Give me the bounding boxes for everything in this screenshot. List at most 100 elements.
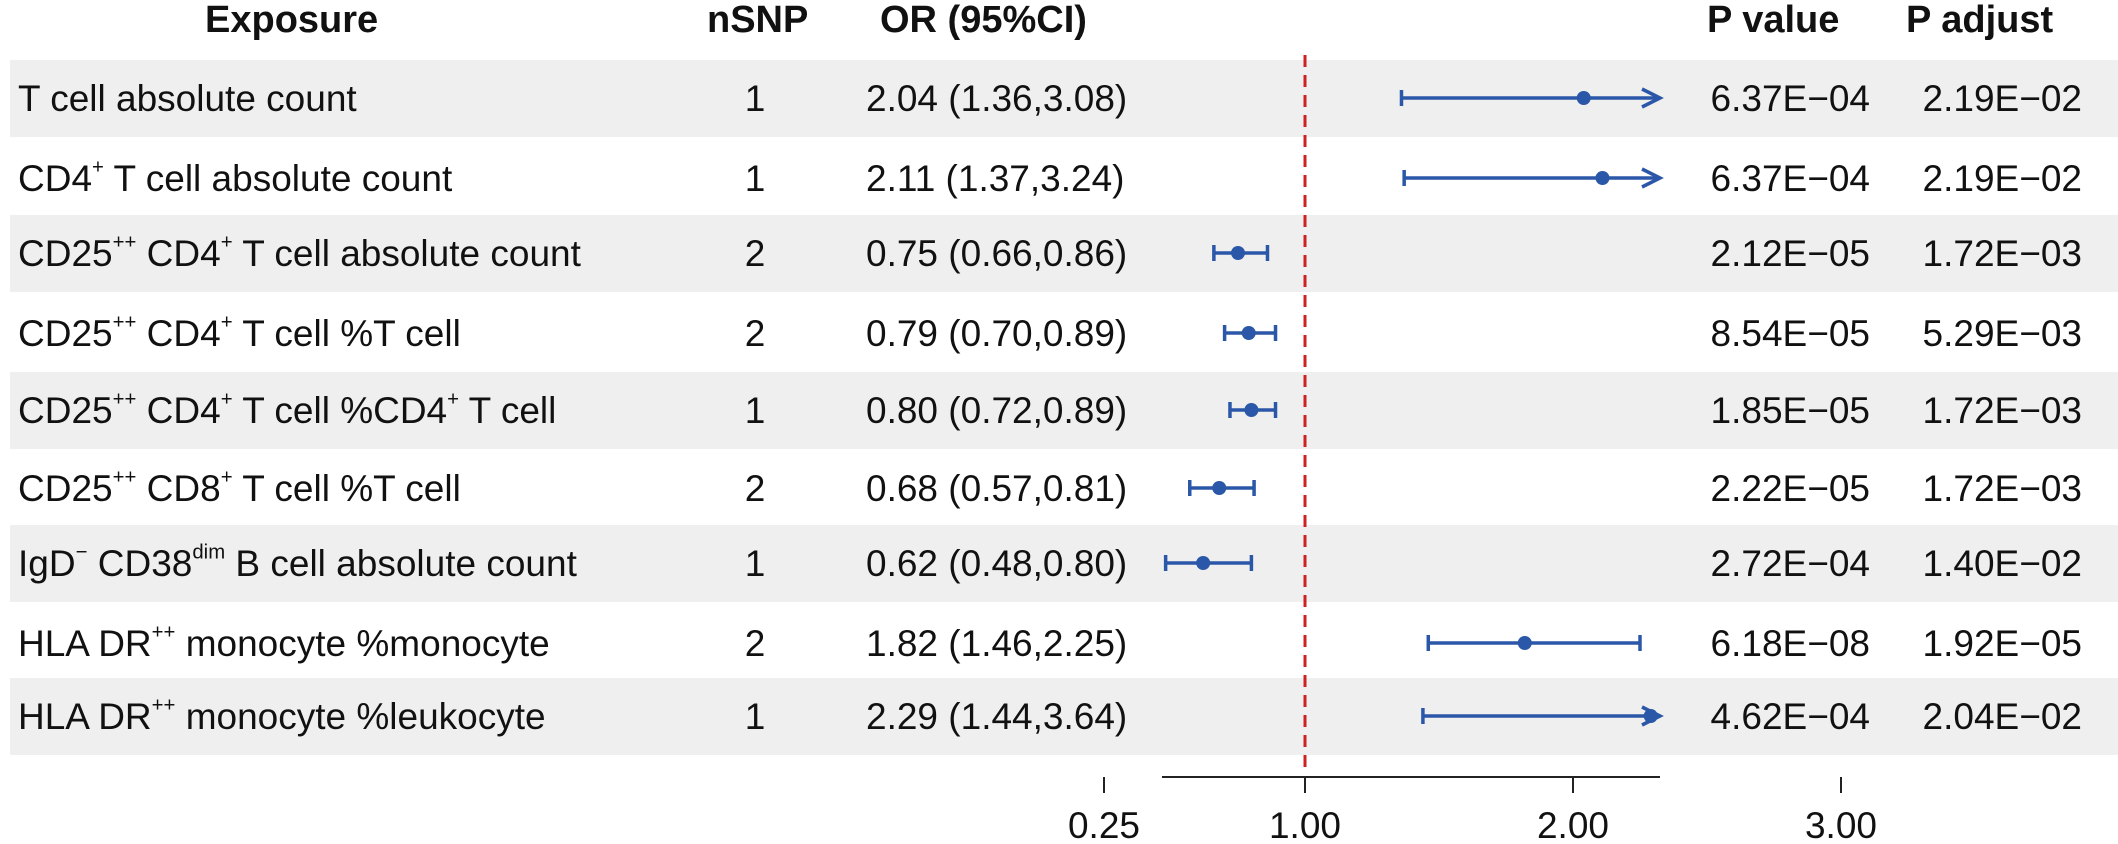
header-or: OR (95%CI) bbox=[880, 0, 1087, 41]
p-value: 6.37E−04 bbox=[1710, 78, 1870, 119]
header-padjust: P adjust bbox=[1906, 0, 2054, 41]
p-value: 2.72E−04 bbox=[1710, 543, 1870, 584]
p-adjust-value: 1.92E−05 bbox=[1922, 623, 2082, 664]
nsnp-value: 1 bbox=[744, 390, 766, 431]
p-value: 4.62E−04 bbox=[1710, 696, 1870, 737]
header-exposure: Exposure bbox=[205, 0, 379, 41]
exposure-superscript: + bbox=[220, 311, 233, 334]
row-shade bbox=[10, 215, 2118, 292]
exposure-label: T cell absolute count bbox=[18, 60, 357, 137]
nsnp-value: 2 bbox=[744, 313, 766, 354]
x-tick-label: 0.25 bbox=[1068, 805, 1140, 844]
exposure-label: CD25++ CD4+ T cell %CD4+ T cell bbox=[18, 372, 556, 449]
exposure-superscript: ++ bbox=[112, 466, 137, 489]
exposure-text: CD4 bbox=[18, 158, 93, 199]
header-pvalue: P value bbox=[1707, 0, 1840, 41]
or-ci-value: 1.82 (1.46,2.25) bbox=[866, 623, 1128, 664]
exposure-label: CD25++ CD4+ T cell %T cell bbox=[18, 295, 461, 372]
or-ci-value: 2.11 (1.37,3.24) bbox=[866, 158, 1125, 199]
exposure-text: CD25 bbox=[18, 313, 113, 354]
row-shade bbox=[10, 60, 2118, 137]
p-adjust-value: 2.19E−02 bbox=[1922, 78, 2082, 119]
row-shade bbox=[10, 678, 2118, 755]
exposure-superscript: + bbox=[447, 388, 460, 411]
p-adjust-value: 1.40E−02 bbox=[1922, 543, 2082, 584]
exposure-superscript: + bbox=[92, 156, 104, 179]
exposure-text: CD8 bbox=[136, 468, 221, 509]
exposure-label: HLA DR++ monocyte %leukocyte bbox=[18, 678, 546, 755]
exposure-text: T cell %CD4 bbox=[232, 390, 448, 431]
exposure-superscript: dim bbox=[192, 541, 226, 564]
or-ci-value: 0.80 (0.72,0.89) bbox=[866, 390, 1128, 431]
x-tick-label: 1.00 bbox=[1269, 805, 1341, 844]
exposure-superscript: ++ bbox=[112, 388, 137, 411]
p-value: 2.12E−05 bbox=[1710, 233, 1870, 274]
exposure-text: CD4 bbox=[136, 313, 221, 354]
exposure-text: CD25 bbox=[18, 468, 113, 509]
exposure-label: HLA DR++ monocyte %monocyte bbox=[18, 605, 550, 682]
exposure-text: monocyte %monocyte bbox=[175, 623, 550, 664]
exposure-text: T cell %T cell bbox=[232, 468, 461, 509]
p-adjust-value: 5.29E−03 bbox=[1922, 313, 2082, 354]
estimate-point bbox=[1576, 91, 1591, 105]
p-value: 8.54E−05 bbox=[1710, 313, 1870, 354]
nsnp-value: 2 bbox=[744, 233, 766, 274]
p-adjust-value: 2.19E−02 bbox=[1922, 158, 2082, 199]
exposure-text: HLA DR bbox=[18, 623, 152, 664]
exposure-text: CD25 bbox=[18, 233, 113, 274]
exposure-label: CD25++ CD4+ T cell absolute count bbox=[18, 215, 581, 292]
exposure-text: T cell absolute count bbox=[103, 158, 453, 199]
exposure-label: CD25++ CD8+ T cell %T cell bbox=[18, 450, 461, 527]
nsnp-value: 1 bbox=[744, 78, 766, 119]
p-adjust-value: 2.04E−02 bbox=[1922, 696, 2082, 737]
ci-arrow bbox=[1641, 87, 1664, 109]
p-value: 1.85E−05 bbox=[1710, 390, 1870, 431]
nsnp-value: 1 bbox=[744, 158, 766, 199]
exposure-text: T cell %T cell bbox=[232, 313, 461, 354]
or-ci-value: 0.68 (0.57,0.81) bbox=[866, 468, 1128, 509]
estimate-point bbox=[1517, 636, 1532, 650]
nsnp-value: 1 bbox=[744, 543, 766, 584]
exposure-text: monocyte %leukocyte bbox=[175, 696, 546, 737]
exposure-text: T cell absolute count bbox=[232, 233, 581, 274]
nsnp-value: 1 bbox=[744, 696, 766, 737]
exposure-superscript: + bbox=[220, 231, 233, 254]
exposure-text: CD4 bbox=[136, 233, 221, 274]
p-adjust-value: 1.72E−03 bbox=[1922, 390, 2082, 431]
row-shade bbox=[10, 525, 2118, 602]
exposure-superscript: + bbox=[220, 466, 233, 489]
or-ci-value: 2.04 (1.36,3.08) bbox=[866, 78, 1128, 119]
estimate-point bbox=[1595, 171, 1610, 185]
header-nsnp: nSNP bbox=[707, 0, 809, 41]
exposure-text: T cell bbox=[459, 390, 557, 431]
or-ci-value: 0.62 (0.48,0.80) bbox=[866, 543, 1128, 584]
p-value: 6.37E−04 bbox=[1710, 158, 1870, 199]
exposure-superscript: − bbox=[75, 541, 88, 564]
nsnp-value: 2 bbox=[744, 623, 766, 664]
exposure-text: B cell absolute count bbox=[225, 543, 577, 584]
x-tick-label: 2.00 bbox=[1537, 805, 1609, 844]
or-ci-value: 0.79 (0.70,0.89) bbox=[866, 313, 1128, 354]
or-ci-value: 0.75 (0.66,0.86) bbox=[866, 233, 1128, 274]
p-value: 2.22E−05 bbox=[1710, 468, 1870, 509]
p-adjust-value: 1.72E−03 bbox=[1922, 468, 2082, 509]
estimate-point bbox=[1231, 246, 1245, 260]
exposure-text: CD25 bbox=[18, 390, 113, 431]
row-shade bbox=[10, 372, 2118, 449]
nsnp-value: 2 bbox=[744, 468, 766, 509]
exposure-text: T cell absolute count bbox=[18, 78, 357, 119]
ci-arrow bbox=[1641, 167, 1664, 189]
exposure-superscript: ++ bbox=[112, 311, 137, 334]
exposure-superscript: ++ bbox=[151, 694, 176, 717]
exposure-superscript: ++ bbox=[151, 621, 176, 644]
exposure-text: CD4 bbox=[136, 390, 221, 431]
estimate-point bbox=[1244, 403, 1259, 417]
exposure-text: IgD bbox=[18, 543, 76, 584]
x-tick-label: 3.00 bbox=[1805, 805, 1877, 844]
exposure-text: HLA DR bbox=[18, 696, 152, 737]
estimate-point bbox=[1241, 326, 1256, 340]
estimate-point bbox=[1212, 481, 1227, 495]
exposure-superscript: ++ bbox=[112, 231, 137, 254]
estimate-point bbox=[1196, 556, 1211, 570]
